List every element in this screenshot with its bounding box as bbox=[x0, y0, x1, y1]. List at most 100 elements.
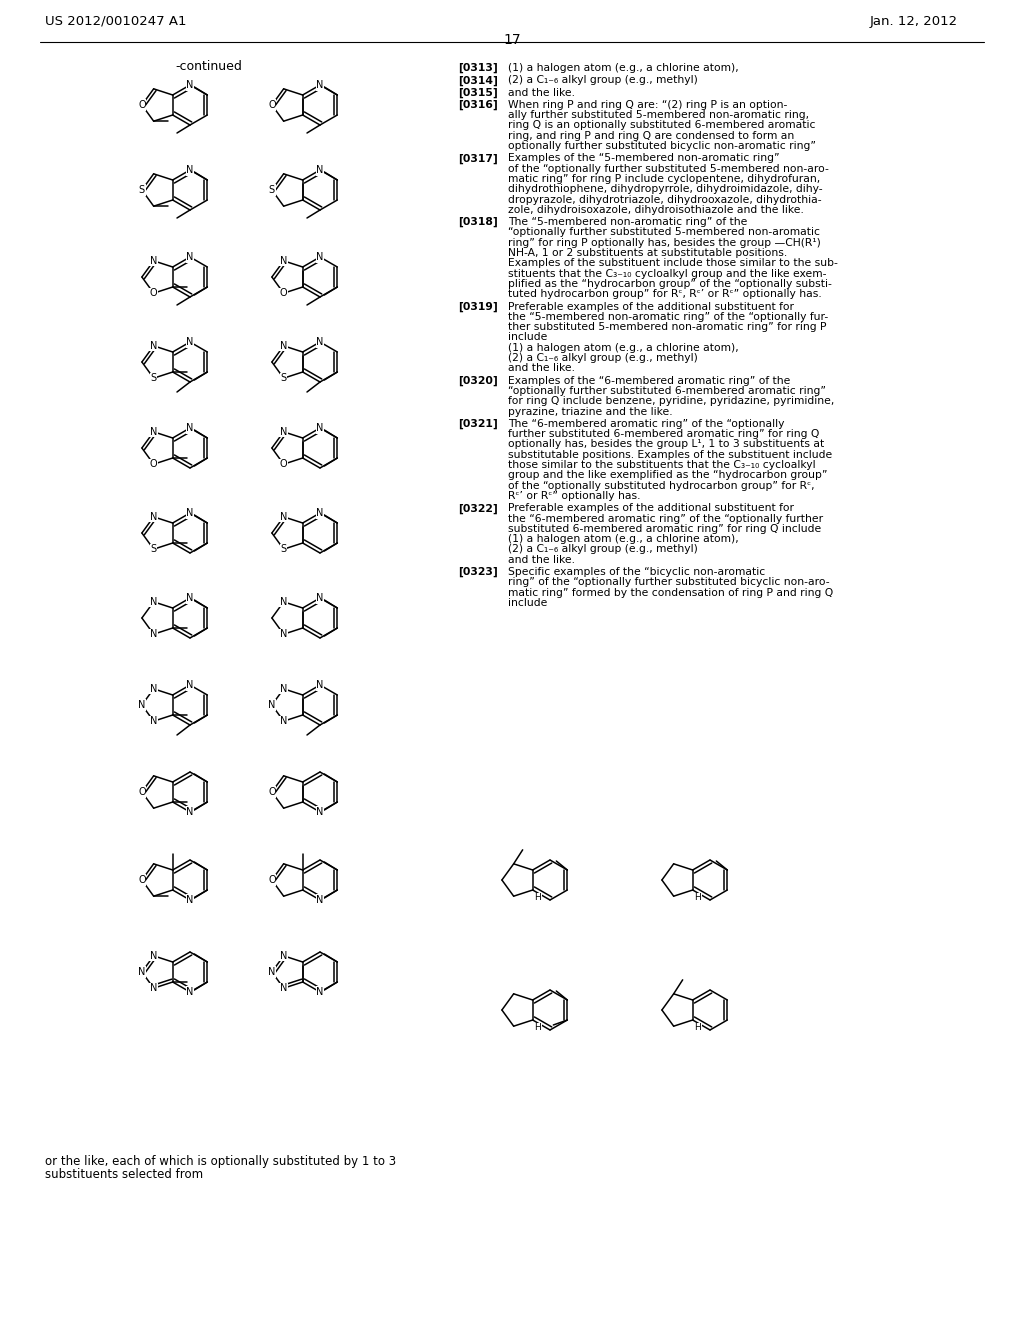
Text: [0315]: [0315] bbox=[458, 87, 498, 98]
Text: N: N bbox=[186, 807, 194, 817]
Text: H: H bbox=[535, 894, 541, 903]
Text: [0319]: [0319] bbox=[458, 301, 498, 312]
Text: O: O bbox=[150, 459, 158, 469]
Text: N: N bbox=[280, 630, 288, 639]
Text: Rᶜ’ or Rᶜ” optionally has.: Rᶜ’ or Rᶜ” optionally has. bbox=[508, 491, 640, 502]
Text: N: N bbox=[316, 252, 324, 261]
Text: include: include bbox=[508, 598, 548, 609]
Text: Specific examples of the “bicyclic non-aromatic: Specific examples of the “bicyclic non-a… bbox=[508, 568, 765, 577]
Text: ring” for ring P optionally has, besides the group —CH(R¹): ring” for ring P optionally has, besides… bbox=[508, 238, 821, 248]
Text: The “5-membered non-aromatic ring” of the: The “5-membered non-aromatic ring” of th… bbox=[508, 218, 748, 227]
Text: substitutable positions. Examples of the substituent include: substitutable positions. Examples of the… bbox=[508, 450, 833, 459]
Text: [0323]: [0323] bbox=[458, 568, 498, 577]
Text: N: N bbox=[186, 252, 194, 261]
Text: [0322]: [0322] bbox=[458, 503, 498, 513]
Text: N: N bbox=[186, 508, 194, 517]
Text: (2) a C₁₋₆ alkyl group (e.g., methyl): (2) a C₁₋₆ alkyl group (e.g., methyl) bbox=[508, 352, 698, 363]
Text: group and the like exemplified as the “hydrocarbon group”: group and the like exemplified as the “h… bbox=[508, 470, 827, 480]
Text: O: O bbox=[268, 100, 275, 110]
Text: N: N bbox=[280, 426, 288, 437]
Text: dihydrothiophene, dihydropyrrole, dihydroimidazole, dihy-: dihydrothiophene, dihydropyrrole, dihydr… bbox=[508, 185, 822, 194]
Text: N: N bbox=[186, 895, 194, 906]
Text: N: N bbox=[316, 422, 324, 433]
Text: [0314]: [0314] bbox=[458, 75, 498, 86]
Text: N: N bbox=[138, 700, 145, 710]
Text: N: N bbox=[316, 680, 324, 690]
Text: include: include bbox=[508, 333, 548, 342]
Text: the “5-membered non-aromatic ring” of the “optionally fur-: the “5-membered non-aromatic ring” of th… bbox=[508, 312, 828, 322]
Text: Preferable examples of the additional substituent for: Preferable examples of the additional su… bbox=[508, 301, 794, 312]
Text: N: N bbox=[316, 807, 324, 817]
Text: those similar to the substituents that the C₃₋₁₀ cycloalkyl: those similar to the substituents that t… bbox=[508, 461, 816, 470]
Text: N: N bbox=[150, 717, 158, 726]
Text: substituents selected from: substituents selected from bbox=[45, 1168, 203, 1181]
Text: N: N bbox=[186, 593, 194, 603]
Text: N: N bbox=[316, 337, 324, 347]
Text: N: N bbox=[280, 512, 288, 521]
Text: N: N bbox=[280, 597, 288, 607]
Text: the “6-membered aromatic ring” of the “optionally further: the “6-membered aromatic ring” of the “o… bbox=[508, 513, 823, 524]
Text: H: H bbox=[694, 1023, 701, 1032]
Text: N: N bbox=[280, 717, 288, 726]
Text: for ring Q include benzene, pyridine, pyridazine, pyrimidine,: for ring Q include benzene, pyridine, py… bbox=[508, 396, 835, 407]
Text: O: O bbox=[138, 875, 145, 884]
Text: (2) a C₁₋₆ alkyl group (e.g., methyl): (2) a C₁₋₆ alkyl group (e.g., methyl) bbox=[508, 75, 698, 86]
Text: N: N bbox=[316, 987, 324, 997]
Text: plified as the “hydrocarbon group” of the “optionally substi-: plified as the “hydrocarbon group” of th… bbox=[508, 279, 831, 289]
Text: S: S bbox=[151, 544, 157, 554]
Text: “optionally further substituted 6-membered aromatic ring”: “optionally further substituted 6-member… bbox=[508, 385, 826, 396]
Text: ring” of the “optionally further substituted bicyclic non-aro-: ring” of the “optionally further substit… bbox=[508, 577, 829, 587]
Text: N: N bbox=[150, 684, 158, 694]
Text: O: O bbox=[268, 787, 275, 797]
Text: S: S bbox=[281, 374, 287, 383]
Text: [0316]: [0316] bbox=[458, 100, 498, 110]
Text: O: O bbox=[280, 459, 288, 469]
Text: N: N bbox=[186, 81, 194, 90]
Text: N: N bbox=[268, 968, 275, 977]
Text: N: N bbox=[280, 256, 288, 265]
Text: [0318]: [0318] bbox=[458, 218, 498, 227]
Text: [0321]: [0321] bbox=[458, 418, 498, 429]
Text: N: N bbox=[150, 950, 158, 961]
Text: zole, dihydroisoxazole, dihydroisothiazole and the like.: zole, dihydroisoxazole, dihydroisothiazo… bbox=[508, 205, 804, 215]
Text: N: N bbox=[316, 81, 324, 90]
Text: [0313]: [0313] bbox=[458, 63, 498, 74]
Text: US 2012/0010247 A1: US 2012/0010247 A1 bbox=[45, 15, 186, 28]
Text: Preferable examples of the additional substituent for: Preferable examples of the additional su… bbox=[508, 503, 794, 513]
Text: S: S bbox=[281, 544, 287, 554]
Text: Examples of the “5-membered non-aromatic ring”: Examples of the “5-membered non-aromatic… bbox=[508, 153, 779, 164]
Text: of the “optionally substituted hydrocarbon group” for Rᶜ,: of the “optionally substituted hydrocarb… bbox=[508, 480, 814, 491]
Text: ring, and ring P and ring Q are condensed to form an: ring, and ring P and ring Q are condense… bbox=[508, 131, 795, 141]
Text: NH-A, 1 or 2 substituents at substitutable positions.: NH-A, 1 or 2 substituents at substitutab… bbox=[508, 248, 787, 259]
Text: optionally further substituted bicyclic non-aromatic ring”: optionally further substituted bicyclic … bbox=[508, 141, 816, 150]
Text: Examples of the “6-membered aromatic ring” of the: Examples of the “6-membered aromatic rin… bbox=[508, 376, 791, 385]
Text: N: N bbox=[186, 337, 194, 347]
Text: S: S bbox=[139, 185, 145, 195]
Text: (1) a halogen atom (e.g., a chlorine atom),: (1) a halogen atom (e.g., a chlorine ato… bbox=[508, 343, 738, 352]
Text: [0320]: [0320] bbox=[458, 376, 498, 385]
Text: N: N bbox=[150, 512, 158, 521]
Text: N: N bbox=[150, 630, 158, 639]
Text: N: N bbox=[150, 426, 158, 437]
Text: S: S bbox=[151, 374, 157, 383]
Text: ther substituted 5-membered non-aromatic ring” for ring P: ther substituted 5-membered non-aromatic… bbox=[508, 322, 826, 333]
Text: “optionally further substituted 5-membered non-aromatic: “optionally further substituted 5-member… bbox=[508, 227, 820, 238]
Text: H: H bbox=[535, 1023, 541, 1032]
Text: 17: 17 bbox=[503, 33, 521, 48]
Text: substituted 6-membered aromatic ring” for ring Q include: substituted 6-membered aromatic ring” fo… bbox=[508, 524, 821, 533]
Text: pyrazine, triazine and the like.: pyrazine, triazine and the like. bbox=[508, 407, 673, 417]
Text: [0317]: [0317] bbox=[458, 153, 498, 164]
Text: and the like.: and the like. bbox=[508, 87, 575, 98]
Text: Jan. 12, 2012: Jan. 12, 2012 bbox=[870, 15, 958, 28]
Text: N: N bbox=[268, 700, 275, 710]
Text: ring Q is an optionally substituted 6-membered aromatic: ring Q is an optionally substituted 6-me… bbox=[508, 120, 815, 131]
Text: (1) a halogen atom (e.g., a chlorine atom),: (1) a halogen atom (e.g., a chlorine ato… bbox=[508, 63, 738, 73]
Text: or the like, each of which is optionally substituted by 1 to 3: or the like, each of which is optionally… bbox=[45, 1155, 396, 1168]
Text: and the like.: and the like. bbox=[508, 554, 575, 565]
Text: further substituted 6-membered aromatic ring” for ring Q: further substituted 6-membered aromatic … bbox=[508, 429, 819, 440]
Text: O: O bbox=[138, 100, 145, 110]
Text: N: N bbox=[316, 895, 324, 906]
Text: N: N bbox=[280, 684, 288, 694]
Text: N: N bbox=[316, 508, 324, 517]
Text: matic ring” for ring P include cyclopentene, dihydrofuran,: matic ring” for ring P include cyclopent… bbox=[508, 174, 820, 183]
